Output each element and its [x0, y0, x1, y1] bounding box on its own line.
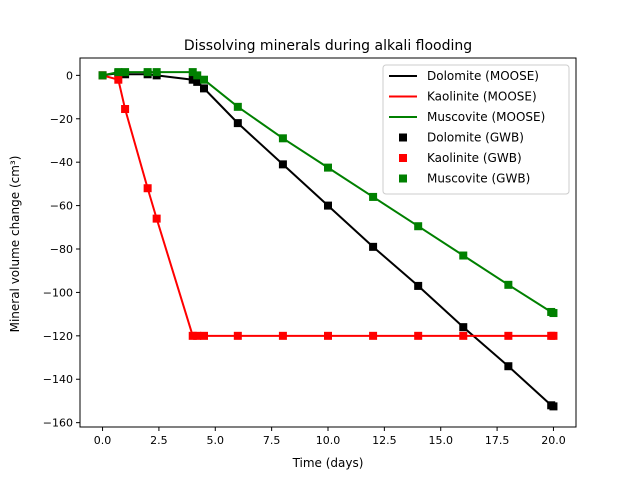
- legend: Dolomite (MOOSE) Kaolinite (MOOSE) Muscovi…: [382, 64, 570, 195]
- y-tick-label: −120: [43, 330, 73, 343]
- data-point-kaolinite-gwb: [188, 331, 197, 340]
- legend-label: Muscovite (GWB): [427, 172, 530, 186]
- data-point-dolomite-gwb: [549, 402, 558, 411]
- data-point-kaolinite-gwb: [200, 331, 208, 340]
- x-tick-label: 2.5: [150, 434, 168, 447]
- data-point-dolomite-gwb: [233, 119, 242, 128]
- data-point-muscovite-gwb: [324, 163, 332, 172]
- data-point-muscovite-gwb: [193, 71, 202, 80]
- data-point-dolomite-gwb: [369, 242, 378, 251]
- data-point-dolomite-gwb: [188, 75, 197, 84]
- data-point-kaolinite-gwb: [143, 184, 152, 193]
- data-point-muscovite-gwb: [459, 251, 468, 260]
- legend-box: [382, 64, 570, 195]
- data-point-dolomite-gwb: [324, 201, 332, 210]
- x-tick-label: 0.0: [94, 434, 112, 447]
- data-point-kaolinite-gwb: [278, 331, 287, 340]
- y-axis-label: Mineral volume change (cm³): [8, 156, 22, 333]
- y-tick-label: −160: [43, 417, 73, 430]
- y-tick-label: −80: [50, 243, 73, 256]
- data-point-kaolinite-gwb: [152, 214, 161, 223]
- plot-marks: [98, 68, 558, 411]
- data-point-kaolinite-gwb: [504, 331, 513, 340]
- data-point-kaolinite-gwb: [114, 75, 123, 84]
- legend-label: Kaolinite (MOOSE): [427, 90, 537, 104]
- data-point-muscovite-gwb: [114, 68, 123, 77]
- data-point-dolomite-gwb: [414, 281, 423, 290]
- x-tick-label: 7.5: [263, 434, 281, 447]
- data-point-muscovite-gwb: [369, 192, 378, 201]
- legend-label: Dolomite (GWB): [427, 131, 524, 145]
- data-point-muscovite-gwb: [121, 68, 130, 77]
- x-tick-label: 5.0: [207, 434, 225, 447]
- data-point-muscovite-gwb: [504, 280, 513, 289]
- legend-label: Kaolinite (GWB): [427, 151, 522, 165]
- data-point-dolomite-gwb: [193, 77, 202, 86]
- x-tick-label: 10.0: [316, 434, 341, 447]
- data-point-muscovite-gwb: [278, 134, 287, 143]
- legend-marker-swatch: [399, 174, 407, 183]
- data-point-muscovite-gwb: [549, 309, 558, 318]
- data-point-dolomite-gwb: [200, 84, 208, 93]
- x-tick-label: 15.0: [428, 434, 453, 447]
- legend-marker-swatch: [399, 154, 407, 162]
- data-point-muscovite-gwb: [143, 68, 152, 77]
- data-point-kaolinite-gwb: [233, 331, 242, 340]
- y-tick-label: −20: [50, 113, 73, 126]
- x-tick-label: 12.5: [372, 434, 397, 447]
- data-point-muscovite-gwb: [414, 222, 423, 231]
- data-point-dolomite-gwb: [278, 160, 287, 169]
- y-tick-label: −60: [50, 200, 73, 213]
- data-point-kaolinite-gwb: [193, 331, 202, 340]
- chart-title: Dissolving minerals during alkali floodi…: [184, 38, 472, 54]
- y-tick-label: −140: [43, 373, 73, 386]
- x-axis-label: Time (days): [292, 456, 364, 470]
- data-point-kaolinite-gwb: [121, 105, 130, 114]
- data-point-kaolinite-gwb: [369, 331, 378, 340]
- y-axis: 0 −20 −40 −60 −80 −100 −120 −140 −160: [43, 69, 80, 430]
- data-point-dolomite-gwb: [459, 323, 468, 332]
- legend-label: Dolomite (MOOSE): [427, 69, 539, 83]
- data-point-muscovite-gwb: [200, 75, 208, 84]
- x-tick-label: 20.0: [541, 434, 566, 447]
- data-point-dolomite-gwb: [504, 362, 513, 371]
- y-tick-label: −100: [43, 286, 73, 299]
- data-point-muscovite-gwb: [98, 71, 107, 80]
- legend-marker-swatch: [399, 133, 407, 142]
- y-tick-label: 0: [66, 69, 73, 82]
- data-point-kaolinite-gwb: [414, 331, 423, 340]
- data-point-muscovite-gwb: [233, 102, 242, 111]
- data-point-muscovite-gwb: [152, 68, 161, 77]
- legend-label: Muscovite (MOOSE): [427, 110, 545, 124]
- y-tick-label: −40: [50, 156, 73, 169]
- data-point-kaolinite-gwb: [459, 331, 468, 340]
- x-axis: 0.0 2.5 5.0 7.5 10.0 12.5 15.0 17.5 20.0: [94, 427, 566, 447]
- data-point-kaolinite-gwb: [549, 331, 558, 340]
- data-point-kaolinite-gwb: [324, 331, 332, 340]
- x-tick-label: 17.5: [485, 434, 510, 447]
- data-point-muscovite-gwb: [188, 68, 197, 77]
